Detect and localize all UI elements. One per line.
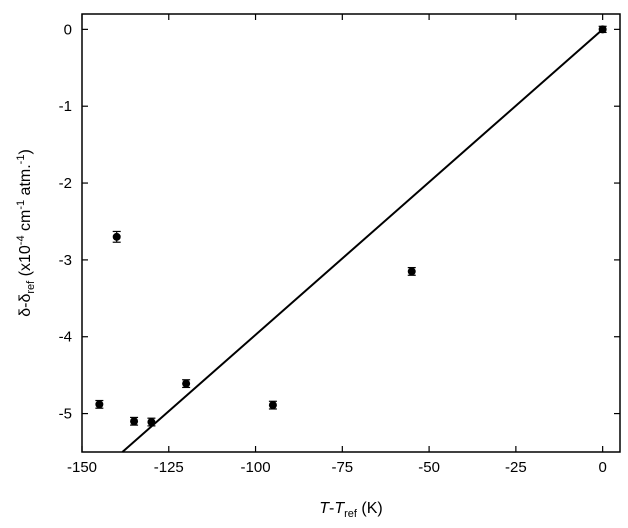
data-point (182, 379, 191, 388)
y-tick-label: -5 (59, 406, 72, 423)
y-tick-label: -3 (59, 252, 72, 269)
plot-area (95, 25, 607, 453)
x-tick-label: -150 (67, 459, 97, 476)
data-point (130, 417, 139, 426)
x-tick-label: -100 (241, 459, 271, 476)
data-point (95, 400, 104, 409)
y-tick-label: -4 (59, 329, 72, 346)
y-tick-label: -1 (59, 98, 72, 115)
x-tick-label: -50 (418, 459, 440, 476)
data-point (268, 401, 277, 410)
y-axis-title: δ-δref (x10-4 cm-1 atm.-1) (15, 149, 37, 317)
x-tick-label: -125 (154, 459, 184, 476)
data-point (407, 267, 416, 276)
data-point (147, 418, 156, 427)
y-tick-label: 0 (64, 21, 72, 38)
y-tick-label: -2 (59, 175, 72, 192)
data-point (598, 25, 607, 34)
data-point (112, 232, 121, 241)
plot-frame (81, 13, 621, 453)
x-axis-title: T-Tref (K) (319, 500, 383, 520)
x-tick-label: -25 (505, 459, 527, 476)
y-axis-ticks: 0 -1 -2 -3 -4 -5 (59, 21, 620, 423)
fit-line (121, 28, 604, 453)
x-tick-label: -75 (331, 459, 353, 476)
x-axis-ticks: -150 -125 -100 -75 -50 -25 0 (67, 14, 607, 476)
x-tick-label: 0 (598, 459, 606, 476)
